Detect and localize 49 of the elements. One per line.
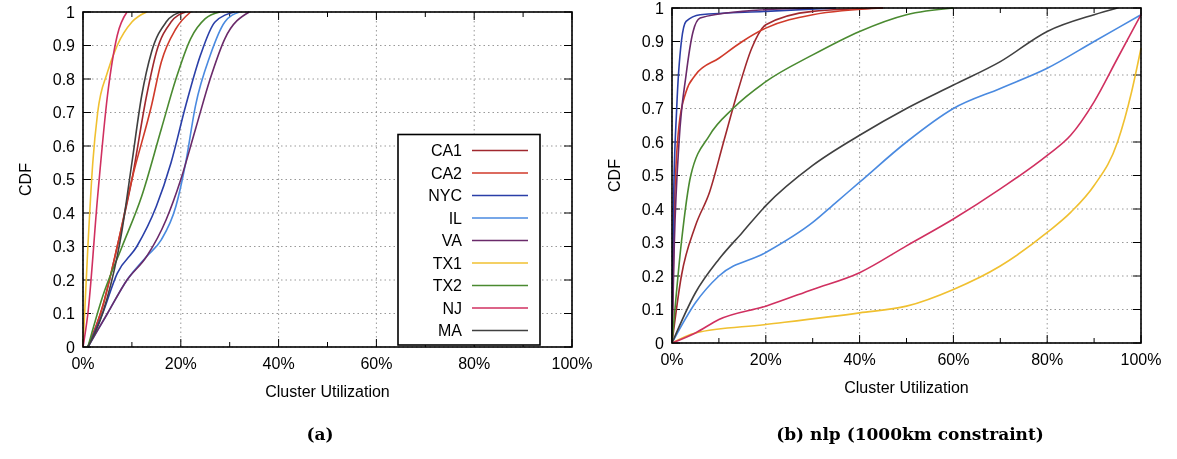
y-tick-label: 1 [66, 3, 76, 21]
x-tick-label: 20% [749, 351, 782, 368]
legend-label: VA [441, 232, 463, 250]
y-tick-label: 0.3 [52, 238, 76, 256]
y-tick-label: 0 [66, 338, 76, 356]
x-tick-label: 80% [1031, 351, 1064, 368]
legend-label: IL [448, 209, 463, 227]
y-tick-label: 0.1 [641, 301, 665, 319]
x-tick-label: 60% [937, 351, 970, 368]
y-tick-label: 0.2 [52, 271, 76, 289]
y-tick-label: 0.4 [641, 200, 665, 218]
legend-label: NYC [428, 187, 462, 205]
x-tick-label: 0% [71, 355, 95, 372]
y-tick-label: 0.9 [641, 33, 665, 51]
y-tick-label: 0 [655, 334, 665, 352]
y-tick-label: 0.6 [52, 137, 76, 155]
y-tick-label: 0.7 [52, 104, 76, 122]
x-tick-label: 80% [458, 355, 491, 372]
y-tick-label: 0.6 [641, 133, 665, 151]
y-tick-label: 0.3 [641, 234, 665, 252]
y-axis-title: CDF [17, 162, 34, 196]
x-tick-label: 100% [551, 355, 593, 372]
x-tick-label: 40% [843, 351, 876, 368]
x-axis-title: Cluster Utilization [844, 379, 969, 396]
y-tick-label: 0.2 [641, 267, 665, 285]
x-tick-label: 60% [360, 355, 393, 372]
y-tick-label: 0.8 [641, 66, 665, 84]
text: (a) [306, 424, 334, 444]
x-tick-label: 40% [262, 355, 295, 372]
legend-label: TX1 [432, 254, 463, 272]
x-tick-label: 100% [1120, 351, 1162, 368]
y-tick-label: 0.5 [52, 171, 76, 189]
legend-label: TX2 [432, 277, 463, 295]
x-tick-label: 0% [660, 351, 684, 368]
legend-label: CA2 [430, 164, 463, 182]
legend-label: NJ [442, 299, 462, 317]
y-tick-label: 0.8 [52, 70, 76, 88]
y-tick-label: 0.5 [641, 167, 665, 185]
legend-label: CA1 [430, 142, 463, 160]
x-tick-label: 20% [164, 355, 197, 372]
text: (b) nlp (1000km constraint) [776, 424, 1044, 444]
legend-label: MA [438, 322, 463, 340]
y-tick-label: 0.4 [52, 204, 76, 222]
y-axis-title: CDF [606, 158, 623, 192]
y-tick-label: 0.7 [641, 100, 665, 118]
y-tick-label: 0.9 [52, 37, 76, 55]
x-axis-title: Cluster Utilization [265, 383, 390, 400]
y-tick-label: 1 [655, 0, 665, 17]
y-tick-label: 0.1 [52, 305, 76, 323]
